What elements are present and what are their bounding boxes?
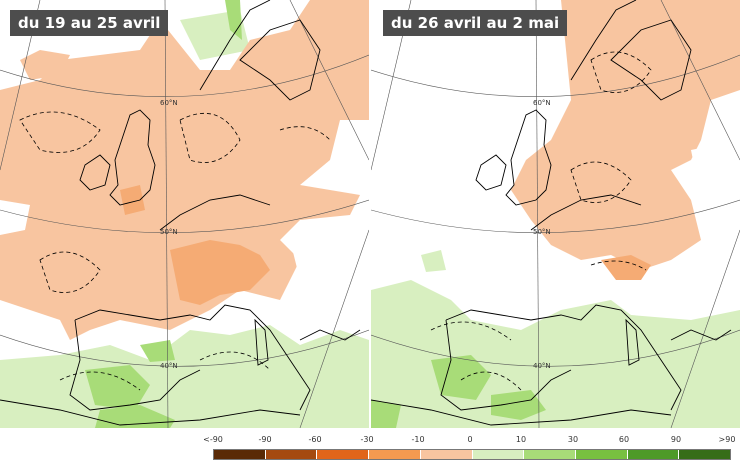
legend-tick: -90 [258,435,272,444]
lat-label-40: 40°N [160,362,178,370]
negative-anomaly-medium-left [120,185,270,305]
negative-anomaly-light-left [0,0,369,340]
legend-swatch [575,450,628,459]
coastlines-right [371,0,732,426]
lat-label-60: 60°N [160,99,178,107]
lat-label-50: 50°N [160,228,178,236]
anomaly-map-right: 60°N 50°N 40°N [371,0,740,428]
legend-swatch [472,450,525,459]
legend-swatch [420,450,473,459]
neutral-zone-right [691,140,740,200]
negative-anomaly-light-right [511,0,740,270]
legend-swatch [265,450,318,459]
positive-anomaly-medium-right [371,355,546,428]
lat-label-60: 60°N [533,99,551,107]
panel-divider [369,0,371,428]
latitude-lines-left [0,54,369,367]
legend-tick: 90 [670,435,682,444]
legend-tick: -10 [411,435,425,444]
latitude-lines-right [371,54,740,367]
legend-tick: -60 [308,435,322,444]
legend-swatch [214,450,266,459]
legend-tick: -30 [360,435,374,444]
coastlines-left [0,0,361,426]
legend-swatch [317,450,370,459]
legend-tick: 30 [567,435,579,444]
lat-label-50: 50°N [533,228,551,236]
legend-tick: 0 [467,435,473,444]
anomaly-contours-left [19,111,331,391]
legend-tick: <-90 [203,435,223,444]
legend-swatch [524,450,576,459]
legend-swatch [627,450,680,459]
lat-label-40: 40°N [533,362,551,370]
color-legend: <-90 -90 -60 -30 -10 0 10 30 60 90 >90 [203,431,740,461]
legend-ticks: <-90 -90 -60 -30 -10 0 10 30 60 90 >90 [203,435,740,447]
period-label-right: du 26 avril au 2 mai [383,10,568,36]
legend-tick: 10 [515,435,527,444]
legend-tick: >90 [718,435,736,444]
map-panel-right: 60°N 50°N 40°N [371,0,740,428]
period-label-left: du 19 au 25 avril [10,10,169,36]
meridians-right [371,0,740,428]
anomaly-map-left: 60°N 50°N 40°N [0,0,369,428]
positive-anomaly-medium-left [85,0,242,428]
map-panel-left: 60°N 50°N 40°N [0,0,369,428]
legend-color-bar [213,449,731,460]
legend-swatch [369,450,421,459]
anomaly-contours-right [430,51,652,391]
legend-swatch [679,450,731,459]
legend-tick: 60 [618,435,630,444]
